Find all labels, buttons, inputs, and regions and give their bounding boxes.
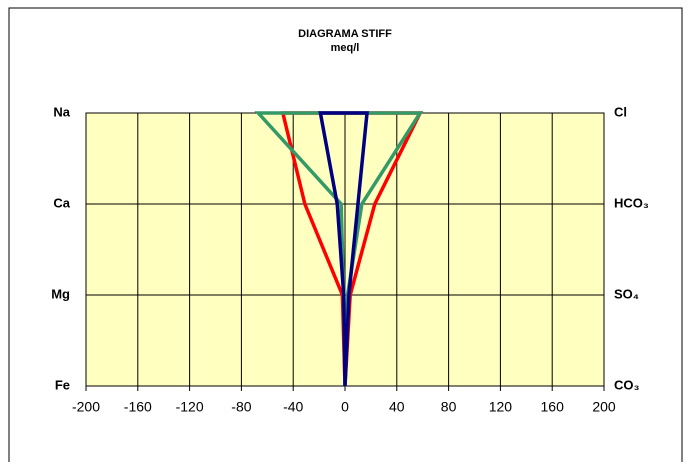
x-tick-label: 160 bbox=[541, 399, 565, 415]
x-tick-label: 120 bbox=[489, 399, 513, 415]
x-tick-label: -40 bbox=[283, 399, 303, 415]
anion-label: CO₃ bbox=[614, 377, 640, 392]
x-tick-label: 40 bbox=[389, 399, 405, 415]
x-tick-label: 80 bbox=[441, 399, 457, 415]
cation-label: Na bbox=[53, 104, 70, 119]
cation-label: Ca bbox=[53, 195, 70, 210]
x-tick-label: -120 bbox=[176, 399, 204, 415]
stiff-polygon bbox=[318, 111, 369, 387]
x-tick-label: -200 bbox=[72, 399, 100, 415]
cation-label: Fe bbox=[55, 377, 70, 392]
cation-label: Mg bbox=[51, 286, 70, 301]
chart-subtitle: meq/l bbox=[331, 42, 360, 54]
x-tick-label: 0 bbox=[341, 399, 349, 415]
anion-label: Cl bbox=[614, 104, 627, 119]
x-tick-label: -160 bbox=[124, 399, 152, 415]
anion-label: HCO₃ bbox=[614, 195, 649, 210]
chart-title: DIAGRAMA STIFF bbox=[298, 28, 392, 40]
x-tick-label: -80 bbox=[231, 399, 251, 415]
x-tick-label: 200 bbox=[592, 399, 616, 415]
anion-label: SO₄ bbox=[614, 286, 639, 301]
